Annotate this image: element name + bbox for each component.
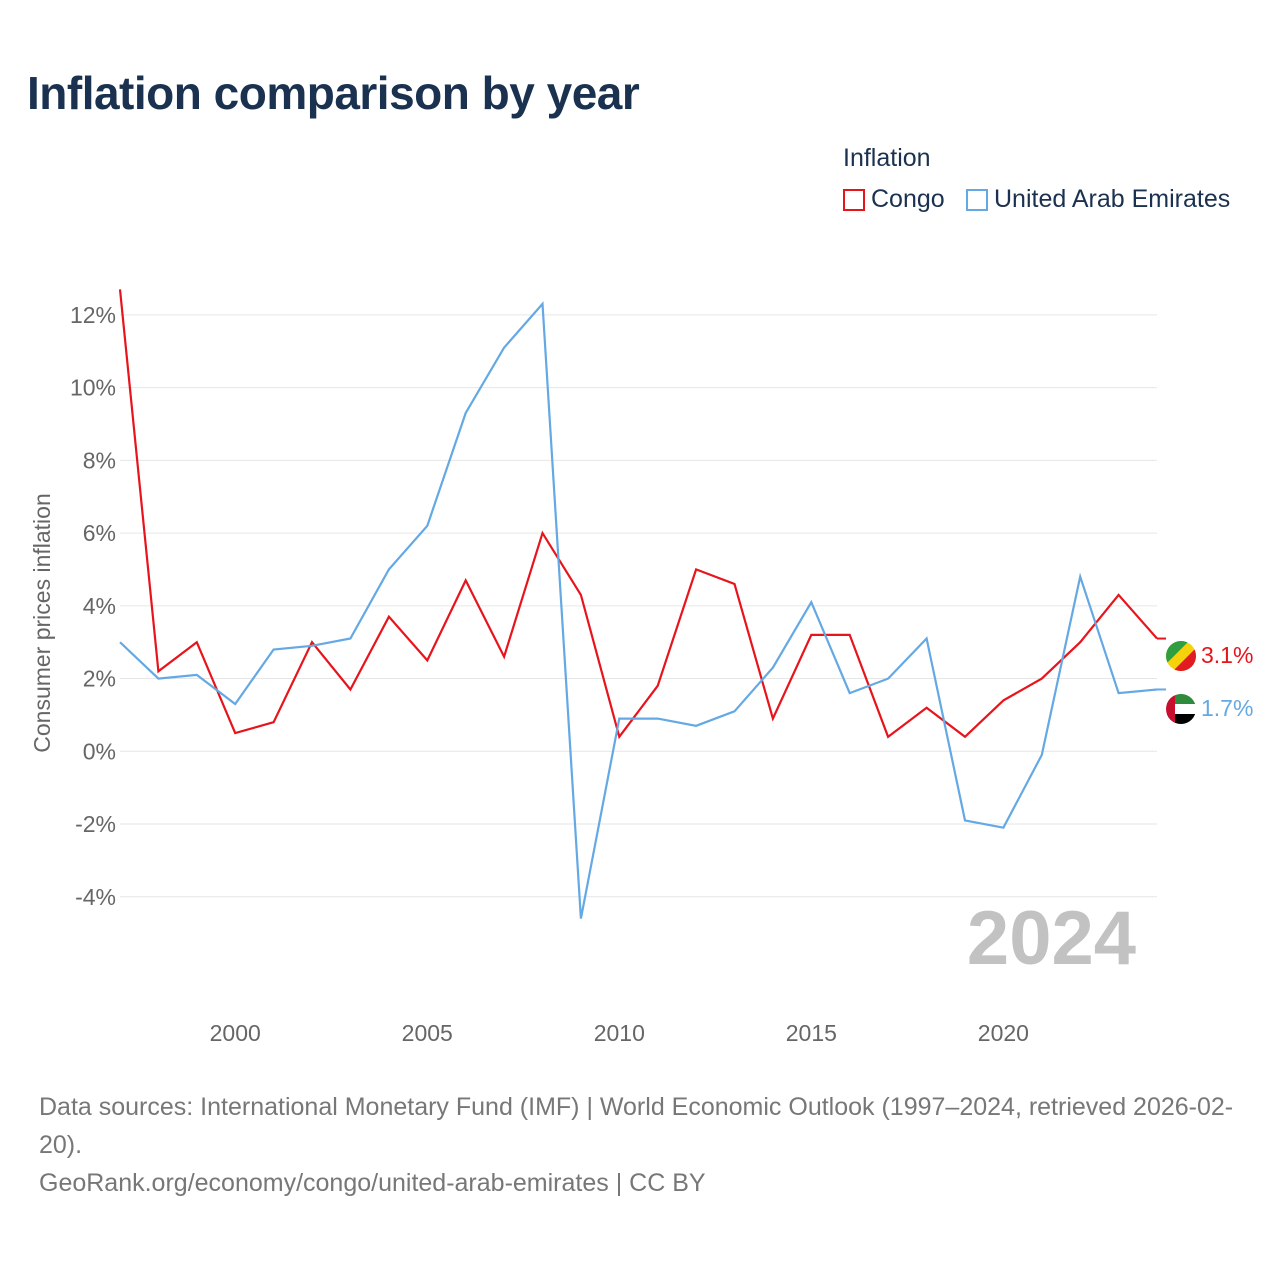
x-axis-ticks: 2000 2005 2010 2015 2020	[210, 1020, 1029, 1046]
congo-flag-icon	[1166, 641, 1196, 671]
y-tick-label: 4%	[83, 593, 116, 619]
legend-swatch-congo	[843, 188, 865, 211]
year-watermark: 2024	[967, 896, 1136, 981]
x-tick-label: 2015	[786, 1020, 837, 1046]
end-label-uae: 1.7%	[1201, 695, 1253, 721]
legend-label-congo: Congo	[871, 185, 945, 213]
series-line-congo	[118, 289, 1158, 740]
series-lines	[118, 289, 1166, 919]
y-tick-label: 2%	[83, 666, 116, 692]
line-chart: -4%-2%0%2%4%6%8%10%12% 2000 2005 2010 2015 2…	[29, 289, 1253, 1046]
uae-flag-icon	[1166, 694, 1196, 724]
legend-item-congo[interactable]: Congo	[843, 185, 945, 214]
x-tick-label: 2020	[978, 1020, 1029, 1046]
data-sources-text: Data sources: International Monetary Fun…	[39, 1093, 1234, 1159]
y-tick-label: 6%	[83, 520, 116, 546]
series-line-uae	[119, 301, 1158, 919]
gridlines	[120, 314, 1157, 898]
source-link[interactable]: GeoRank.org/economy/congo/united-arab-em…	[39, 1169, 706, 1197]
legend-title: Inflation	[843, 144, 931, 172]
legend-swatch-uae	[966, 188, 988, 211]
y-axis-label: Consumer prices inflation	[29, 493, 55, 753]
legend-item-uae[interactable]: United Arab Emirates	[966, 185, 1230, 214]
y-tick-label: 10%	[70, 375, 116, 401]
end-label-congo: 3.1%	[1201, 642, 1253, 668]
y-tick-label: -4%	[75, 884, 116, 910]
footer: Data sources: International Monetary Fun…	[39, 1088, 1249, 1202]
y-tick-label: 0%	[83, 738, 116, 764]
y-axis-ticks: -4% -2% 0% 2% 4% 6% 8% 10% 12%	[70, 302, 116, 910]
x-tick-label: 2000	[210, 1020, 261, 1046]
y-tick-label: -2%	[75, 811, 116, 837]
chart-title: Inflation comparison by year	[27, 67, 640, 119]
legend-label-uae: United Arab Emirates	[994, 185, 1231, 213]
y-tick-label: 8%	[83, 447, 116, 473]
x-tick-label: 2005	[402, 1020, 453, 1046]
y-tick-label: 12%	[70, 302, 116, 328]
x-tick-label: 2010	[594, 1020, 645, 1046]
